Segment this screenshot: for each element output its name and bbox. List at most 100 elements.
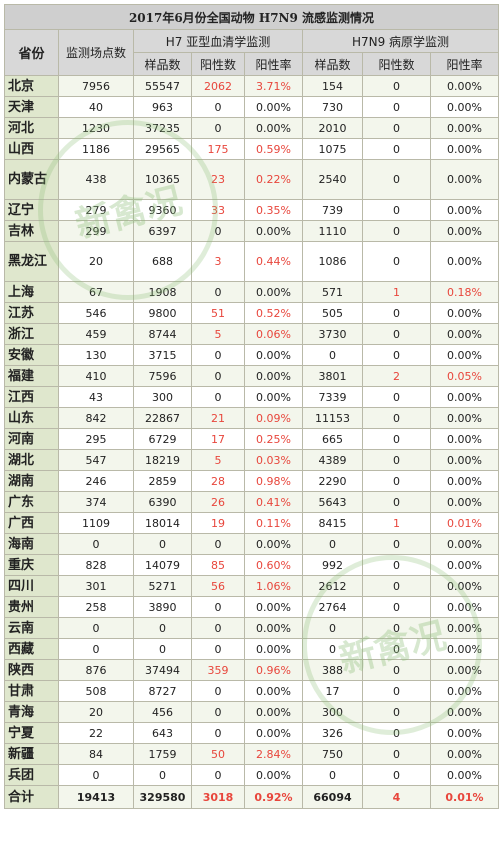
table-row: 青海 20 456 0 0.00% 300 0 0.00% bbox=[4, 701, 499, 723]
s-samples-cell: 2859 bbox=[133, 470, 192, 492]
s-rate-cell: 0.00% bbox=[244, 281, 303, 303]
s-samples-cell: 7596 bbox=[133, 365, 192, 387]
p-rate-cell: 0.00% bbox=[430, 680, 499, 702]
s-pos-cell: 0 bbox=[191, 96, 245, 118]
p-samples-cell: 750 bbox=[302, 743, 363, 765]
p-pos-cell: 0 bbox=[362, 701, 431, 723]
province-cell: 天津 bbox=[4, 96, 59, 118]
p-rate-cell: 0.00% bbox=[430, 533, 499, 555]
s-samples-cell: 37494 bbox=[133, 659, 192, 681]
province-cell: 贵州 bbox=[4, 596, 59, 618]
sites-cell: 0 bbox=[58, 533, 134, 555]
p-pos-cell: 0 bbox=[362, 764, 431, 786]
province-cell: 上海 bbox=[4, 281, 59, 303]
p-samples-cell: 992 bbox=[302, 554, 363, 576]
s-samples-cell: 300 bbox=[133, 386, 192, 408]
s-rate-cell: 0.06% bbox=[244, 323, 303, 345]
s-pos-cell: 0 bbox=[191, 533, 245, 555]
p-samples-cell: 739 bbox=[302, 199, 363, 221]
province-cell: 福建 bbox=[4, 365, 59, 387]
s-pos-cell: 0 bbox=[191, 281, 245, 303]
p-samples-cell: 66094 bbox=[302, 785, 363, 809]
table-row: 广东 374 6390 26 0.41% 5643 0 0.00% bbox=[4, 491, 499, 513]
s-samples-cell: 643 bbox=[133, 722, 192, 744]
s-samples-cell: 0 bbox=[133, 533, 192, 555]
sites-cell: 0 bbox=[58, 764, 134, 786]
p-pos-cell: 0 bbox=[362, 323, 431, 345]
p-pos-cell: 0 bbox=[362, 302, 431, 324]
p-samples-cell: 571 bbox=[302, 281, 363, 303]
sites-cell: 279 bbox=[58, 199, 134, 221]
s-rate-cell: 0.09% bbox=[244, 407, 303, 429]
s-samples-cell: 9800 bbox=[133, 302, 192, 324]
sites-cell: 299 bbox=[58, 220, 134, 242]
province-cell: 黑龙江 bbox=[4, 241, 59, 282]
header-pathogen-rate: 阳性率 bbox=[430, 52, 499, 76]
s-pos-cell: 56 bbox=[191, 575, 245, 597]
province-cell: 海南 bbox=[4, 533, 59, 555]
province-cell: 西藏 bbox=[4, 638, 59, 660]
p-samples-cell: 4389 bbox=[302, 449, 363, 471]
province-cell: 河北 bbox=[4, 117, 59, 139]
header-serology-group: H7 亚型血清学监测 bbox=[133, 29, 303, 53]
sites-cell: 84 bbox=[58, 743, 134, 765]
h7n9-monitoring-table: 2017年6月份全国动物 H7N9 流感监测情况 省份 监测场点数 H7 亚型血… bbox=[4, 4, 499, 809]
s-samples-cell: 9360 bbox=[133, 199, 192, 221]
s-samples-cell: 456 bbox=[133, 701, 192, 723]
p-pos-cell: 1 bbox=[362, 281, 431, 303]
p-rate-cell: 0.00% bbox=[430, 449, 499, 471]
s-rate-cell: 0.60% bbox=[244, 554, 303, 576]
sites-cell: 0 bbox=[58, 638, 134, 660]
p-rate-cell: 0.00% bbox=[430, 323, 499, 345]
s-pos-cell: 0 bbox=[191, 220, 245, 242]
s-pos-cell: 51 bbox=[191, 302, 245, 324]
s-rate-cell: 0.41% bbox=[244, 491, 303, 513]
province-cell: 山东 bbox=[4, 407, 59, 429]
s-samples-cell: 37235 bbox=[133, 117, 192, 139]
province-cell: 河南 bbox=[4, 428, 59, 450]
table-row: 辽宁 279 9360 33 0.35% 739 0 0.00% bbox=[4, 199, 499, 221]
p-pos-cell: 0 bbox=[362, 491, 431, 513]
s-pos-cell: 5 bbox=[191, 323, 245, 345]
s-rate-cell: 0.00% bbox=[244, 722, 303, 744]
province-cell: 湖南 bbox=[4, 470, 59, 492]
p-pos-cell: 0 bbox=[362, 344, 431, 366]
p-rate-cell: 0.00% bbox=[430, 344, 499, 366]
p-samples-cell: 2540 bbox=[302, 159, 363, 200]
province-cell: 重庆 bbox=[4, 554, 59, 576]
p-rate-cell: 0.18% bbox=[430, 281, 499, 303]
p-pos-cell: 0 bbox=[362, 575, 431, 597]
s-samples-cell: 8744 bbox=[133, 323, 192, 345]
p-rate-cell: 0.00% bbox=[430, 117, 499, 139]
province-cell: 四川 bbox=[4, 575, 59, 597]
p-rate-cell: 0.00% bbox=[430, 554, 499, 576]
table-row: 浙江 459 8744 5 0.06% 3730 0 0.00% bbox=[4, 323, 499, 345]
sites-cell: 20 bbox=[58, 241, 134, 282]
p-pos-cell: 0 bbox=[362, 428, 431, 450]
s-pos-cell: 0 bbox=[191, 764, 245, 786]
p-rate-cell: 0.00% bbox=[430, 96, 499, 118]
table-row: 山东 842 22867 21 0.09% 11153 0 0.00% bbox=[4, 407, 499, 429]
p-pos-cell: 0 bbox=[362, 407, 431, 429]
p-samples-cell: 3730 bbox=[302, 323, 363, 345]
s-pos-cell: 0 bbox=[191, 386, 245, 408]
s-samples-cell: 3715 bbox=[133, 344, 192, 366]
p-rate-cell: 0.00% bbox=[430, 575, 499, 597]
p-rate-cell: 0.00% bbox=[430, 722, 499, 744]
province-cell: 兵团 bbox=[4, 764, 59, 786]
p-samples-cell: 154 bbox=[302, 75, 363, 97]
p-rate-cell: 0.00% bbox=[430, 138, 499, 160]
province-cell: 湖北 bbox=[4, 449, 59, 471]
p-rate-cell: 0.00% bbox=[430, 386, 499, 408]
table-row: 上海 67 1908 0 0.00% 571 1 0.18% bbox=[4, 281, 499, 303]
sites-cell: 0 bbox=[58, 617, 134, 639]
p-samples-cell: 388 bbox=[302, 659, 363, 681]
p-rate-cell: 0.01% bbox=[430, 785, 499, 809]
p-pos-cell: 0 bbox=[362, 680, 431, 702]
s-samples-cell: 6729 bbox=[133, 428, 192, 450]
s-pos-cell: 28 bbox=[191, 470, 245, 492]
p-pos-cell: 0 bbox=[362, 199, 431, 221]
s-pos-cell: 0 bbox=[191, 722, 245, 744]
s-pos-cell: 3018 bbox=[191, 785, 245, 809]
p-pos-cell: 0 bbox=[362, 596, 431, 618]
